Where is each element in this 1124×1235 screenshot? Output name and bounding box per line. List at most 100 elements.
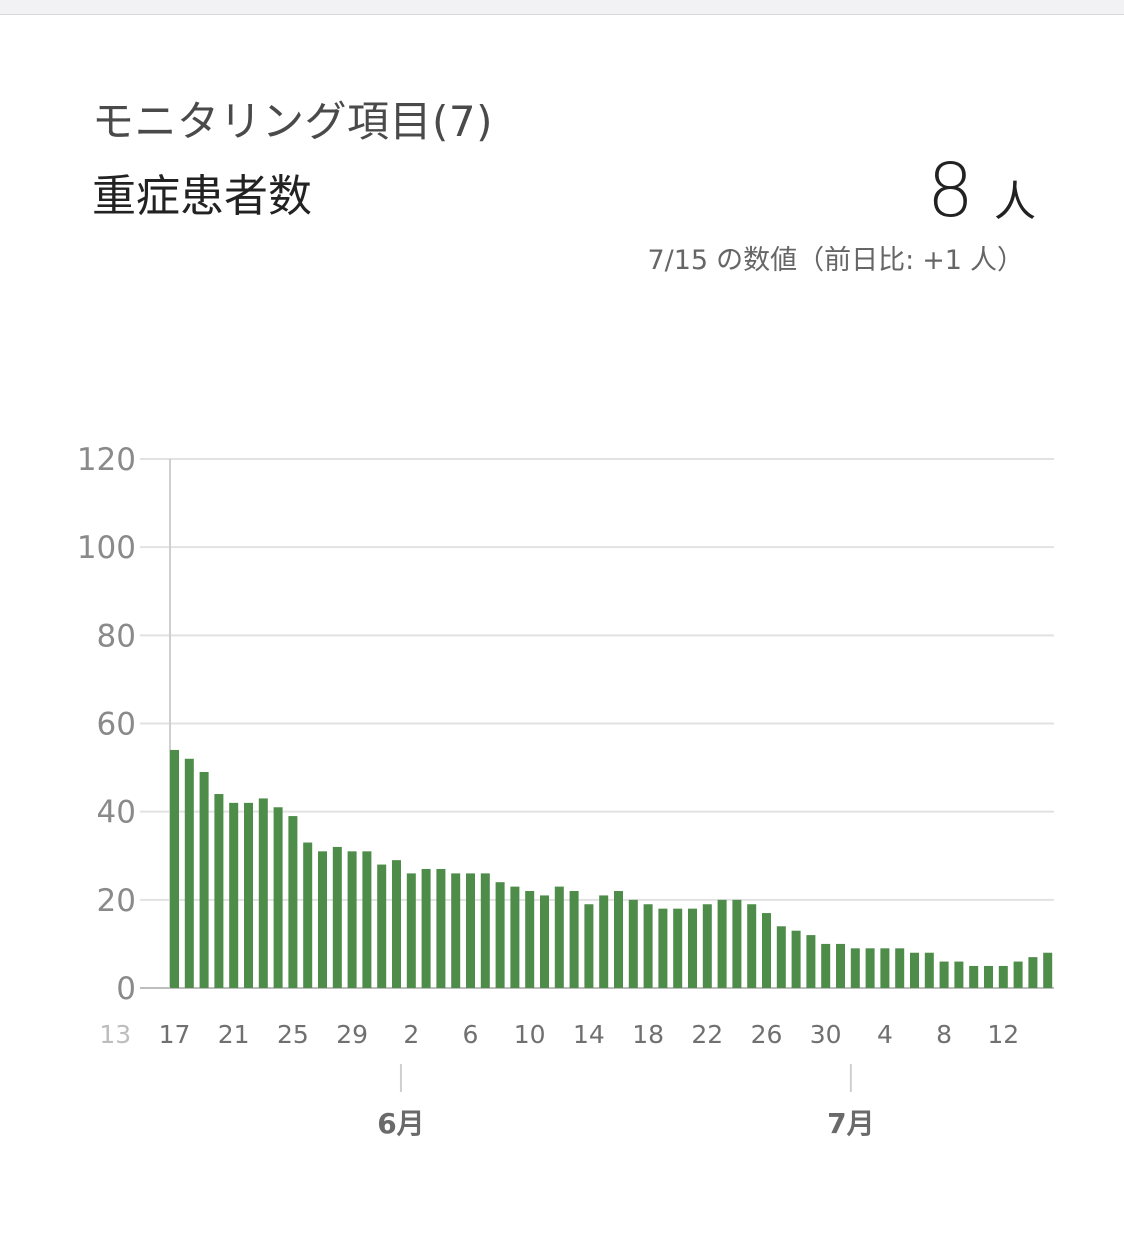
bar-7/5 xyxy=(895,948,905,988)
x-tick-label: 4 xyxy=(877,1020,893,1049)
bar-6/6 xyxy=(466,873,475,988)
bar-6/1 xyxy=(392,860,401,988)
y-tick-label: 60 xyxy=(97,707,136,743)
bar-6/18 xyxy=(643,904,653,988)
y-axis-ticks: 0 20 40 60 80 100 120 xyxy=(77,442,136,1007)
bar-5/23 xyxy=(258,798,268,988)
x-tick-label: 26 xyxy=(751,1020,783,1049)
x-tick-label: 22 xyxy=(691,1020,723,1049)
bar-7/6 xyxy=(910,952,919,988)
bar-6/10 xyxy=(525,891,535,988)
note-date: 7/15 xyxy=(647,245,709,276)
bar-7/11 xyxy=(984,965,993,988)
x-tick-label: 21 xyxy=(218,1020,250,1049)
month-label: 6月 xyxy=(377,1107,424,1140)
bar-5/19 xyxy=(199,771,209,988)
bar-7/9 xyxy=(954,961,964,988)
x-tick-label: 6 xyxy=(463,1020,479,1049)
x-tick-label: 17 xyxy=(159,1020,191,1049)
bar-6/19 xyxy=(658,908,668,988)
bar-7/2 xyxy=(850,948,860,988)
x-axis-ticks: 13 17 21 25 29 2 6 10 14 18 22 26 30 4 8 12 xyxy=(99,1020,1019,1049)
bar-5/27 xyxy=(318,851,327,988)
x-tick-label: 30 xyxy=(810,1020,842,1049)
bar-5/29 xyxy=(347,851,357,988)
x-tick-label: 18 xyxy=(632,1020,664,1049)
bar-5/17 xyxy=(170,749,179,988)
current-value-number: 8 xyxy=(926,148,974,234)
y-tick-label: 120 xyxy=(77,442,136,478)
bar-6/4 xyxy=(436,868,446,988)
bar-5/21 xyxy=(229,802,239,988)
value-note: 7/15 の数値（前日比: +1 人） xyxy=(643,238,1028,277)
bar-6/30 xyxy=(821,943,831,988)
bar-5/18 xyxy=(184,758,194,988)
bar-7/13 xyxy=(1013,961,1023,988)
bar-5/20 xyxy=(214,794,224,988)
bar-7/8 xyxy=(939,961,949,988)
bar-6/26 xyxy=(762,913,771,988)
bar-6/15 xyxy=(599,895,609,988)
bar-6/29 xyxy=(806,935,816,988)
bar-7/10 xyxy=(969,965,979,988)
bar-7/4 xyxy=(880,948,890,988)
month-label: 7月 xyxy=(827,1107,874,1140)
bar-5/24 xyxy=(273,807,283,988)
bar-6/20 xyxy=(673,908,683,988)
bar-6/8 xyxy=(495,882,505,988)
bar-6/14 xyxy=(584,904,594,988)
y-tick-label: 100 xyxy=(77,530,136,566)
bar-5/22 xyxy=(244,802,253,988)
bar-5/28 xyxy=(332,846,342,988)
bar-6/27 xyxy=(776,926,786,988)
bar-7/12 xyxy=(998,965,1008,988)
bar-6/2 xyxy=(406,873,416,988)
bar-7/7 xyxy=(924,952,934,988)
x-tick-label: 12 xyxy=(987,1020,1019,1049)
bar-6/3 xyxy=(421,868,431,988)
bar-6/12 xyxy=(554,886,564,988)
bar-5/25 xyxy=(288,816,298,988)
note-delta: +1 xyxy=(922,245,962,276)
current-value-unit: 人 xyxy=(993,177,1036,226)
x-tick-label: 10 xyxy=(514,1020,546,1049)
x-tick-label: 2 xyxy=(403,1020,419,1049)
monitoring-card xyxy=(0,15,1124,1235)
month-markers: 6月 7月 xyxy=(377,1064,875,1140)
monitoring-item-title: モニタリング項目(7) xyxy=(92,97,493,146)
bar-7/14 xyxy=(1028,957,1038,988)
y-tick-label: 80 xyxy=(97,618,136,654)
bar-6/17 xyxy=(628,899,638,988)
bar-5/31 xyxy=(377,864,387,988)
bar-6/22 xyxy=(702,904,712,988)
window-top-edge xyxy=(0,0,1124,15)
x-tick-label: 25 xyxy=(277,1020,309,1049)
y-tick-label: 40 xyxy=(97,795,136,831)
bar-6/25 xyxy=(747,904,757,988)
bar-7/3 xyxy=(865,948,875,988)
bar-6/5 xyxy=(451,873,461,988)
x-tick-label: 8 xyxy=(936,1020,952,1049)
bar-6/9 xyxy=(510,886,520,988)
bar-6/28 xyxy=(791,930,801,988)
note-text: の数値（前日比: xyxy=(716,245,915,276)
bar-6/24 xyxy=(732,899,742,988)
bar-6/23 xyxy=(717,899,727,988)
bars xyxy=(170,749,1053,988)
bar-6/7 xyxy=(480,873,490,988)
bar-6/13 xyxy=(569,891,579,988)
x-tick-label: 13 xyxy=(99,1020,131,1049)
bar-5/30 xyxy=(362,851,372,988)
x-tick-label: 29 xyxy=(336,1020,368,1049)
bar-6/11 xyxy=(540,895,549,988)
bar-6/16 xyxy=(614,891,623,988)
y-tick-label: 20 xyxy=(97,883,136,919)
note-unit: 人） xyxy=(970,245,1024,276)
bar-6/21 xyxy=(688,908,697,988)
bar-5/26 xyxy=(303,842,313,988)
y-tick-label: 0 xyxy=(116,971,136,1007)
bar-7/15 xyxy=(1043,952,1053,988)
x-tick-label: 14 xyxy=(573,1020,605,1049)
